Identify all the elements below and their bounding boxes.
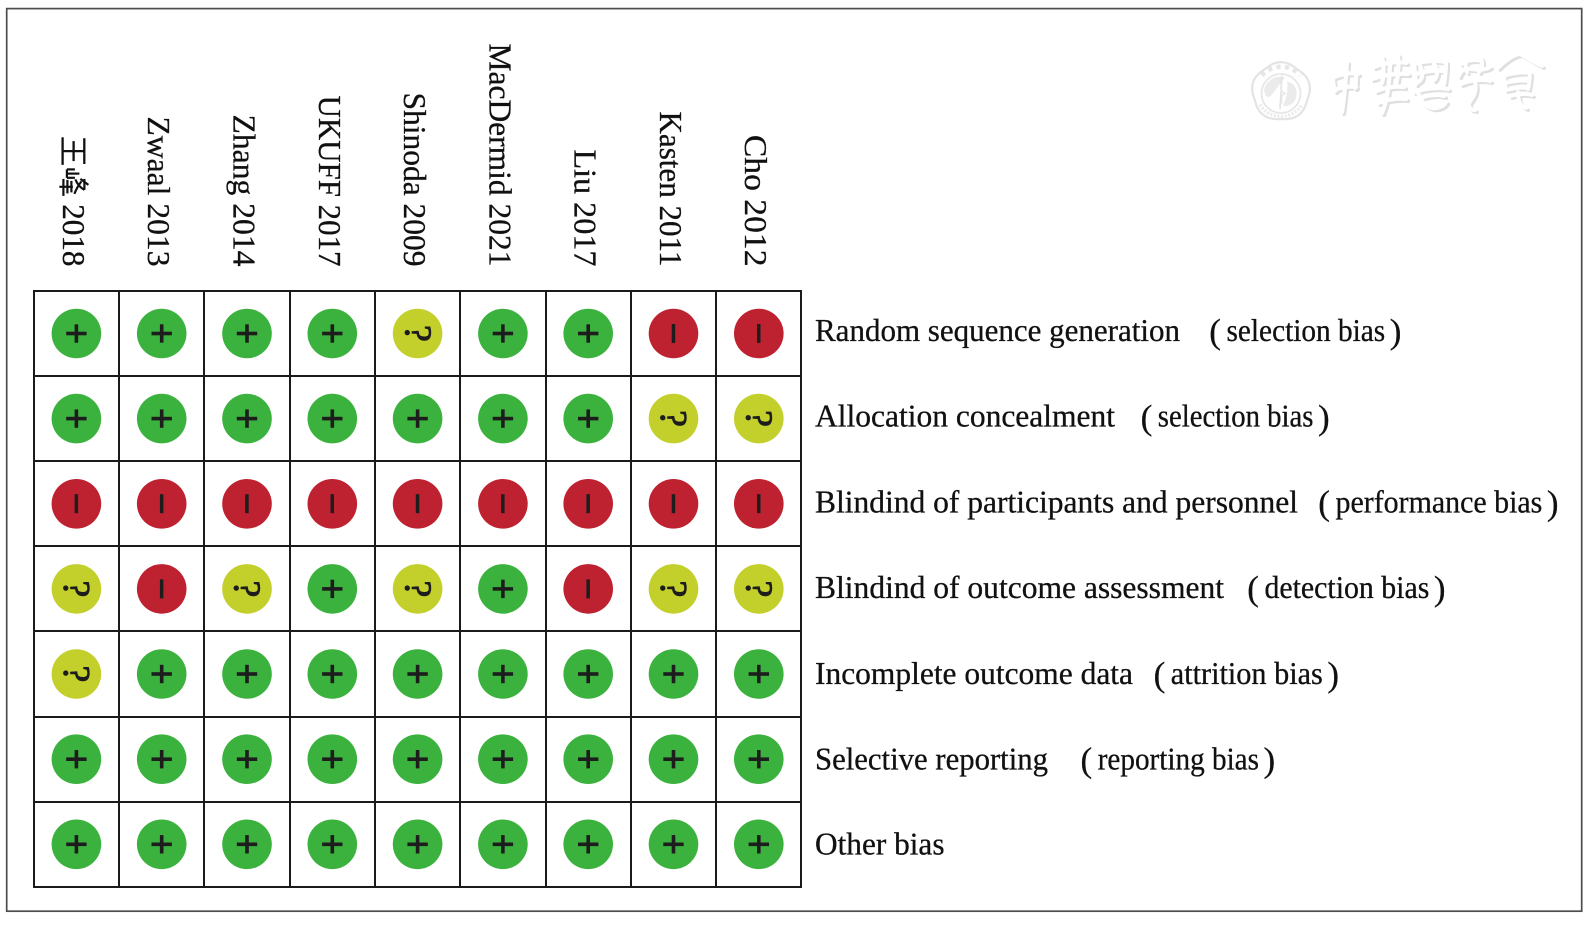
- svg-text:Blindind of participants and p: Blindind of participants and personnel: [815, 483, 1298, 519]
- svg-text:attrition bias: attrition bias: [1171, 655, 1323, 691]
- svg-text:selection bias: selection bias: [1158, 398, 1314, 434]
- svg-text:Allocation concealment: Allocation concealment: [815, 398, 1115, 434]
- svg-text:): ): [1547, 484, 1559, 523]
- svg-text:MacDermid 2021: MacDermid 2021: [482, 43, 518, 266]
- svg-text:Zwaal 2013: Zwaal 2013: [141, 116, 177, 266]
- svg-text:?: ?: [396, 325, 438, 342]
- svg-text:UKUFF 2017: UKUFF 2017: [312, 96, 348, 267]
- svg-text:2018: 2018: [56, 204, 92, 266]
- svg-text:?: ?: [652, 580, 694, 597]
- svg-text:Random sequence generation: Random sequence generation: [815, 312, 1180, 348]
- svg-text:): ): [1390, 312, 1402, 351]
- svg-text:Incomplete outcome data: Incomplete outcome data: [815, 655, 1133, 691]
- svg-text:?: ?: [226, 580, 268, 597]
- svg-text:Blindind of outcome assessment: Blindind of outcome assessment: [815, 569, 1224, 605]
- svg-text:(: (: [1154, 655, 1166, 694]
- svg-text:(: (: [1318, 484, 1330, 523]
- svg-text:Shinoda 2009: Shinoda 2009: [397, 93, 433, 267]
- svg-text:performance bias: performance bias: [1336, 483, 1543, 519]
- svg-text:): ): [1264, 741, 1276, 780]
- svg-text:?: ?: [396, 580, 438, 597]
- svg-text:Cho 2012: Cho 2012: [738, 135, 774, 267]
- svg-text:Selective reporting: Selective reporting: [815, 741, 1048, 777]
- svg-text:?: ?: [652, 410, 694, 427]
- svg-text:(: (: [1209, 312, 1221, 351]
- svg-text:(: (: [1081, 741, 1093, 780]
- svg-text:Other bias: Other bias: [815, 826, 945, 862]
- svg-text:?: ?: [55, 666, 97, 683]
- svg-text:?: ?: [55, 580, 97, 597]
- svg-text:Kasten 2011: Kasten 2011: [653, 112, 689, 267]
- svg-text:reporting bias: reporting bias: [1098, 741, 1259, 777]
- svg-text:detection bias: detection bias: [1265, 569, 1430, 605]
- svg-text:?: ?: [738, 410, 780, 427]
- svg-text:): ): [1327, 655, 1339, 694]
- svg-text:Liu 2017: Liu 2017: [568, 150, 604, 267]
- svg-text:(: (: [1247, 569, 1259, 608]
- svg-text:): ): [1434, 569, 1446, 608]
- svg-text:(: (: [1141, 398, 1153, 437]
- svg-text:Zhang 2014: Zhang 2014: [227, 115, 263, 267]
- svg-text:selection bias: selection bias: [1227, 312, 1386, 348]
- svg-text:?: ?: [738, 580, 780, 597]
- svg-text:): ): [1318, 398, 1330, 437]
